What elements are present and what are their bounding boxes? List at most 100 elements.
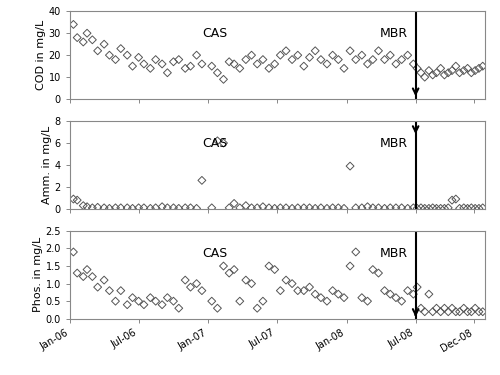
- Point: [428, 309, 436, 315]
- Point: [460, 68, 468, 74]
- Point: [436, 65, 444, 71]
- Point: [181, 277, 189, 283]
- Point: [300, 288, 308, 294]
- Point: [425, 206, 433, 212]
- Point: [369, 57, 377, 63]
- Point: [146, 295, 154, 301]
- Point: [175, 57, 183, 63]
- Point: [328, 205, 336, 211]
- Point: [70, 249, 78, 255]
- Point: [404, 288, 411, 294]
- Point: [181, 65, 189, 71]
- Point: [192, 52, 200, 58]
- Point: [220, 263, 228, 269]
- Point: [306, 54, 314, 60]
- Point: [452, 63, 460, 69]
- Point: [460, 205, 468, 211]
- Point: [94, 284, 102, 290]
- Point: [158, 302, 166, 308]
- Point: [456, 309, 464, 315]
- Point: [259, 57, 267, 63]
- Point: [456, 70, 464, 76]
- Point: [386, 52, 394, 58]
- Point: [242, 57, 250, 63]
- Point: [432, 70, 440, 76]
- Point: [417, 70, 425, 76]
- Point: [230, 267, 238, 273]
- Point: [404, 206, 411, 212]
- Point: [380, 206, 388, 212]
- Point: [117, 46, 125, 52]
- Point: [152, 57, 160, 63]
- Point: [478, 309, 486, 315]
- Point: [386, 205, 394, 211]
- Point: [134, 298, 142, 304]
- Point: [436, 206, 444, 212]
- Point: [282, 48, 290, 54]
- Point: [364, 61, 372, 67]
- Point: [380, 57, 388, 63]
- Point: [198, 61, 206, 67]
- Point: [386, 291, 394, 297]
- Point: [164, 205, 172, 211]
- Point: [364, 298, 372, 304]
- Point: [80, 39, 88, 45]
- Point: [358, 52, 366, 58]
- Point: [80, 274, 88, 280]
- Point: [413, 206, 421, 212]
- Point: [128, 63, 136, 69]
- Point: [340, 206, 348, 212]
- Point: [123, 302, 131, 308]
- Point: [73, 34, 81, 40]
- Point: [170, 59, 177, 65]
- Point: [106, 206, 114, 212]
- Point: [452, 196, 460, 202]
- Point: [471, 68, 479, 74]
- Point: [253, 61, 261, 67]
- Point: [88, 205, 96, 211]
- Point: [170, 298, 177, 304]
- Point: [471, 206, 479, 212]
- Point: [128, 206, 136, 212]
- Point: [70, 21, 78, 27]
- Point: [265, 263, 273, 269]
- Point: [460, 305, 468, 311]
- Point: [265, 65, 273, 71]
- Point: [259, 298, 267, 304]
- Point: [311, 206, 319, 212]
- Point: [230, 201, 238, 207]
- Point: [311, 291, 319, 297]
- Point: [123, 52, 131, 58]
- Point: [440, 305, 448, 311]
- Point: [374, 205, 382, 211]
- Y-axis label: COD in mg/L: COD in mg/L: [36, 20, 46, 90]
- Point: [432, 305, 440, 311]
- Point: [374, 270, 382, 276]
- Point: [220, 76, 228, 82]
- Point: [346, 163, 354, 169]
- Point: [448, 305, 456, 311]
- Point: [146, 65, 154, 71]
- Point: [152, 298, 160, 304]
- Point: [410, 291, 418, 297]
- Point: [464, 206, 471, 212]
- Point: [73, 270, 81, 276]
- Point: [294, 288, 302, 294]
- Point: [358, 205, 366, 211]
- Point: [288, 57, 296, 63]
- Point: [392, 61, 400, 67]
- Text: MBR: MBR: [380, 27, 408, 40]
- Y-axis label: Phos. in mg/L: Phos. in mg/L: [32, 237, 42, 312]
- Point: [420, 74, 428, 80]
- Point: [471, 305, 479, 311]
- Point: [192, 280, 200, 286]
- Point: [410, 205, 418, 211]
- Point: [328, 52, 336, 58]
- Point: [444, 309, 452, 315]
- Point: [444, 205, 452, 211]
- Point: [440, 206, 448, 212]
- Point: [186, 205, 194, 211]
- Point: [214, 138, 222, 144]
- Point: [128, 295, 136, 301]
- Point: [265, 205, 273, 211]
